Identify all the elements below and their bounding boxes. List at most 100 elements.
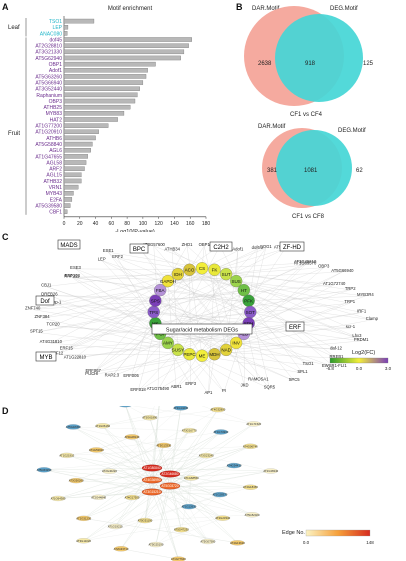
x-tick-label: 180	[202, 221, 211, 227]
gene-node	[230, 540, 245, 546]
venn1-right-count: 125	[363, 61, 374, 67]
network-edge	[50, 343, 190, 355]
tf-label: ATHB34	[164, 246, 180, 251]
gene-node-label: PEPC	[183, 352, 196, 357]
network-edge	[96, 449, 153, 493]
gene-node	[237, 284, 250, 297]
network-edge	[53, 325, 161, 334]
network-edge	[131, 436, 171, 475]
network-edge	[53, 325, 237, 344]
gene-node	[76, 538, 91, 544]
family-myb: MYB	[39, 355, 52, 361]
bar	[63, 203, 71, 208]
network-edge	[236, 280, 350, 304]
gene-node	[215, 515, 230, 521]
bar	[63, 68, 148, 73]
network-edge	[169, 423, 254, 475]
bar-label: OBP1	[49, 62, 63, 68]
tf-label: ESE1	[103, 248, 114, 253]
gene-node	[246, 421, 261, 427]
hub-gene-node	[159, 482, 181, 490]
network-edge	[151, 406, 160, 493]
network-edge	[101, 260, 251, 313]
bar-label: Raphanium	[36, 93, 62, 99]
tf-label: Clamp	[366, 316, 379, 321]
bar-label: MYB43	[46, 191, 63, 197]
venn1-left-label: DAR.Motif	[252, 6, 280, 12]
network-edge	[44, 469, 153, 481]
tf-label: TSO1	[303, 361, 315, 366]
gene-node-label: AT4G06746	[243, 444, 258, 448]
gene-node-label: AT2G33710	[114, 547, 129, 551]
bar	[63, 191, 74, 196]
network-edge	[117, 257, 251, 313]
gene-node-label: AT5G61890	[142, 416, 157, 420]
legend-c-title: Log2(FC)	[352, 350, 375, 356]
gene-node-label: AT5G13330	[156, 443, 171, 447]
gene-node	[200, 538, 215, 545]
tf-label: ERF3	[185, 381, 196, 386]
network-edge	[141, 250, 215, 355]
gene-node	[230, 274, 243, 288]
network-edge	[71, 274, 178, 278]
gene-node	[213, 429, 228, 435]
gene-node-label: AT2G40220	[102, 469, 117, 473]
gene-node-label: AT4G34410	[227, 464, 242, 468]
network-edge	[32, 300, 156, 310]
network-edge	[248, 271, 343, 324]
network-edge	[101, 260, 161, 291]
tf-label: AT1G72740	[323, 281, 346, 286]
network-edge	[144, 514, 253, 521]
family-zfhd: ZF-HD	[283, 245, 302, 251]
network-edge	[169, 409, 218, 475]
gene-node-label: AT1G74930	[213, 430, 228, 434]
bar	[63, 43, 189, 48]
panel-d-letter: D	[2, 406, 9, 416]
bar-label: AT5G63260	[35, 74, 62, 80]
bar-label: MYB83	[46, 111, 63, 117]
gene-node	[108, 523, 123, 530]
tf-label: OBP3	[318, 264, 330, 269]
family-box-c2h2	[209, 241, 233, 252]
gene-node	[113, 546, 129, 552]
network-c-gene-ring: CSFKSUTSUSHTPFKSOTSDHALDINVNADMDHMEPEPCS…	[147, 262, 257, 362]
tf-label: SPL1	[297, 369, 308, 374]
gene-node	[182, 427, 197, 434]
bar	[63, 49, 185, 55]
network-edge	[151, 491, 208, 542]
network-edge	[172, 250, 249, 324]
tf-label: ERF005	[123, 373, 139, 378]
bar-label: AT5G66940	[35, 80, 62, 86]
group-leaf-label: Leaf	[8, 25, 20, 31]
gene-node-label: AT4G32800	[210, 408, 225, 412]
gene-node	[181, 504, 197, 510]
bar-label: AGL58	[46, 160, 62, 166]
bar	[63, 111, 125, 116]
network-edge	[73, 426, 171, 487]
network-edge	[74, 342, 168, 359]
tf-label: blmp-1	[49, 300, 62, 305]
gene-node	[243, 443, 258, 449]
network-edge	[236, 342, 337, 350]
gene-node-label: AT1G53910	[89, 448, 104, 452]
gene-node	[184, 475, 199, 481]
network-edge	[93, 323, 156, 373]
network-edge	[83, 518, 238, 543]
tf-label: Adof1	[232, 247, 244, 252]
network-edge	[43, 469, 153, 493]
gene-node-label: FBA	[156, 288, 165, 293]
family-box-bpc	[129, 243, 149, 254]
gene-node-label: SDH	[244, 321, 254, 326]
bar	[63, 31, 68, 36]
legend-d-tick-max: 148	[366, 540, 374, 545]
bar-label: OBP3	[49, 99, 63, 105]
network-edge	[202, 406, 254, 424]
network-edge	[115, 465, 235, 527]
tf-label: ZHD1	[182, 242, 194, 247]
network-edge	[160, 290, 372, 320]
network-edge	[214, 264, 306, 355]
bar	[63, 98, 136, 104]
x-axis-label: -Log10(P-value)	[115, 229, 155, 232]
network-edge	[214, 248, 258, 270]
gene-node-label: AT3G11020	[76, 539, 91, 543]
